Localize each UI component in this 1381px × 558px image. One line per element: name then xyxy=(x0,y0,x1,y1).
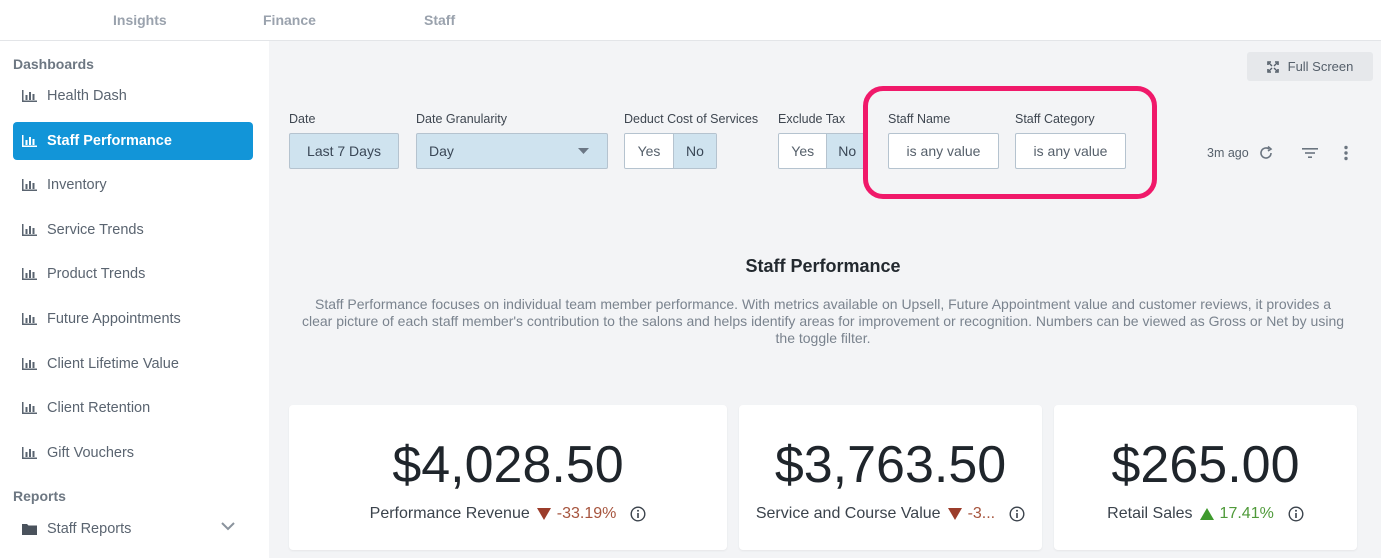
sidebar-item-future-appointments[interactable]: Future Appointments xyxy=(13,300,253,338)
sidebar-item-label: Staff Reports xyxy=(47,521,132,537)
deduct-cost-filter-label: Deduct Cost of Services xyxy=(624,112,759,126)
sidebar-item-label: Client Lifetime Value xyxy=(47,356,179,372)
kpi-subline: Retail Sales 17.41% xyxy=(1054,505,1357,523)
kpi-subline: Service and Course Value -3... xyxy=(739,505,1042,523)
date-select[interactable]: Last 7 Days xyxy=(289,133,399,169)
bar-chart-icon xyxy=(22,268,37,280)
deduct-cost-toggle: Yes No xyxy=(624,133,717,169)
kpi-value: $265.00 xyxy=(1111,436,1300,494)
kpi-subline: Performance Revenue -33.19% xyxy=(289,505,727,523)
kpi-change: -3... xyxy=(967,505,996,522)
staff-name-input[interactable]: is any value xyxy=(888,133,999,169)
sidebar-item-client-retention[interactable]: Client Retention xyxy=(13,389,253,427)
info-icon[interactable] xyxy=(1009,506,1025,522)
deduct-cost-yes-option[interactable]: Yes xyxy=(625,134,674,168)
sidebar-item-health-dash[interactable]: Health Dash xyxy=(13,77,253,115)
kpi-change: -33.19% xyxy=(556,505,617,522)
kpi-change: 17.41% xyxy=(1219,505,1274,522)
page-title: Staff Performance xyxy=(745,256,901,276)
exclude-tax-filter-label: Exclude Tax xyxy=(778,112,846,126)
tab-finance[interactable]: Finance xyxy=(263,12,316,28)
staff-name-filter-label: Staff Name xyxy=(888,112,951,126)
sidebar-item-label: Future Appointments xyxy=(47,311,181,327)
sidebar-item-staff-reports[interactable]: Staff Reports xyxy=(13,510,253,548)
dashboards-section-title: Dashboards xyxy=(13,56,94,72)
sidebar-item-label: Client Retention xyxy=(47,400,151,416)
staff-category-filter: Staff Category is any value xyxy=(1015,112,1126,169)
info-icon[interactable] xyxy=(630,506,646,522)
deduct-cost-filter: Deduct Cost of Services Yes No xyxy=(624,112,758,169)
granularity-filter: Date Granularity Day xyxy=(416,112,608,169)
kpi-card-performance-revenue: $4,028.50 Performance Revenue -33.19% xyxy=(289,405,727,550)
expand-icon xyxy=(1266,60,1279,73)
granularity-value: Day xyxy=(429,143,454,159)
deduct-cost-no-option[interactable]: No xyxy=(674,134,716,168)
date-filter: Date Last 7 Days xyxy=(289,112,399,169)
bar-chart-icon xyxy=(22,447,37,459)
exclude-tax-filter: Exclude Tax Yes No xyxy=(778,112,868,169)
exclude-tax-toggle: Yes No xyxy=(778,133,868,169)
kpi-value: $4,028.50 xyxy=(392,436,624,494)
granularity-filter-label: Date Granularity xyxy=(416,112,508,126)
sidebar-item-label: Gift Vouchers xyxy=(47,445,135,461)
kpi-value: $3,763.50 xyxy=(774,436,1007,494)
sidebar-item-label: Service Trends xyxy=(47,222,144,238)
top-nav: Insights Finance Staff xyxy=(0,0,1381,41)
trend-down-icon xyxy=(536,508,551,520)
dropdown-arrow-icon xyxy=(578,148,589,154)
kpi-label: Performance Revenue xyxy=(369,505,530,522)
sidebar-item-label: Product Trends xyxy=(47,266,146,282)
granularity-select[interactable]: Day xyxy=(416,133,608,169)
staff-category-filter-label: Staff Category xyxy=(1015,112,1095,126)
sidebar-item-staff-performance[interactable]: Staff Performance xyxy=(13,122,253,160)
main-content: Full Screen Date Last 7 Days Date Granul… xyxy=(269,41,1381,558)
kpi-label: Retail Sales xyxy=(1107,505,1193,522)
staff-category-input[interactable]: is any value xyxy=(1015,133,1126,169)
fullscreen-label: Full Screen xyxy=(1287,59,1354,74)
sidebar-item-service-trends[interactable]: Service Trends xyxy=(13,211,253,249)
sidebar-item-label: Inventory xyxy=(47,177,107,193)
last-updated-text: 3m ago xyxy=(1207,146,1249,160)
more-vertical-icon[interactable] xyxy=(1343,145,1349,161)
exclude-tax-no-option[interactable]: No xyxy=(827,134,867,168)
exclude-tax-yes-option[interactable]: Yes xyxy=(779,134,828,168)
tab-staff[interactable]: Staff xyxy=(424,12,456,28)
trend-up-icon xyxy=(1199,508,1214,520)
date-filter-label: Date xyxy=(289,112,316,126)
kpi-label: Service and Course Value xyxy=(755,505,941,522)
dashboard-tools: 3m ago xyxy=(1207,145,1349,161)
kpi-card-service-course-value: $3,763.50 Service and Course Value -3... xyxy=(739,405,1042,550)
folder-icon xyxy=(22,524,37,535)
chevron-down-icon[interactable] xyxy=(221,522,235,531)
trend-down-icon xyxy=(947,508,962,520)
bar-chart-icon xyxy=(22,402,37,414)
reports-section-title: Reports xyxy=(13,488,66,504)
sidebar-item-client-lifetime-value[interactable]: Client Lifetime Value xyxy=(13,345,253,383)
tab-insights[interactable]: Insights xyxy=(113,12,167,28)
staff-name-filter: Staff Name is any value xyxy=(888,112,999,169)
filter-icon[interactable] xyxy=(1301,147,1318,159)
kpi-card-retail-sales: $265.00 Retail Sales 17.41% xyxy=(1054,405,1357,550)
sidebar: Dashboards Health Dash Staff Performance… xyxy=(0,41,269,558)
refresh-icon[interactable] xyxy=(1258,145,1274,161)
bar-chart-icon xyxy=(22,224,37,236)
info-icon[interactable] xyxy=(1288,506,1304,522)
sidebar-item-product-trends[interactable]: Product Trends xyxy=(13,255,253,293)
bar-chart-icon xyxy=(22,313,37,325)
bar-chart-icon xyxy=(22,135,37,147)
sidebar-item-label: Staff Performance xyxy=(47,133,172,149)
sidebar-item-inventory[interactable]: Inventory xyxy=(13,166,253,204)
highlight-outline xyxy=(863,86,1157,199)
page-description: Staff Performance focuses on individual … xyxy=(301,296,1345,346)
bar-chart-icon xyxy=(22,90,37,102)
bar-chart-icon xyxy=(22,358,37,370)
fullscreen-button[interactable]: Full Screen xyxy=(1247,52,1373,81)
sidebar-item-label: Health Dash xyxy=(47,88,127,104)
bar-chart-icon xyxy=(22,179,37,191)
sidebar-item-gift-vouchers[interactable]: Gift Vouchers xyxy=(13,434,253,472)
